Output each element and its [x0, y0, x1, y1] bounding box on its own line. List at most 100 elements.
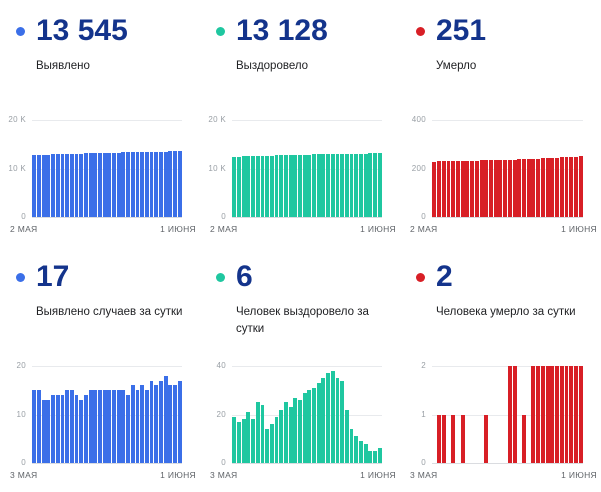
chart-bar: [279, 409, 284, 463]
chart-bar: [144, 151, 149, 217]
stat-value-row: 13 128: [212, 14, 400, 48]
chart-canvas: 0 10 K 20 K 2 МАЯ 1 ИЮНЯ: [0, 106, 200, 246]
chart-bar: [479, 160, 484, 217]
chart-bar: [173, 385, 177, 463]
y-axis-tick-label: 10 K: [8, 164, 26, 173]
stat-card-header: 2 Человека умерло за сутки: [400, 246, 601, 321]
chart-gridline: [432, 463, 583, 464]
chart-bar: [540, 366, 545, 463]
chart-bar: [302, 392, 307, 463]
chart-bar: [98, 390, 102, 463]
y-axis-tick-label: 0: [21, 458, 26, 467]
x-axis-end-label: 1 ИЮНЯ: [561, 470, 597, 480]
chart-bar: [437, 414, 442, 463]
y-axis-tick-label: 2: [421, 361, 426, 370]
stat-label: Выздоровело: [236, 60, 309, 72]
chart-canvas: 0 10 20 3 МАЯ 1 ИЮНЯ: [0, 352, 200, 492]
chart-bar: [241, 156, 246, 217]
chart-bar: [121, 390, 126, 463]
chart-bar: [470, 160, 475, 217]
chart-bar: [283, 155, 288, 217]
chart-bar: [531, 158, 536, 217]
x-axis-labels: 3 МАЯ 1 ИЮНЯ: [210, 470, 396, 480]
stat-value: 6: [236, 260, 253, 293]
chart-bar: [368, 153, 373, 217]
chart-bar: [154, 385, 159, 463]
chart-bar: [55, 395, 60, 463]
chart-confirmed-total: 0 10 K 20 K 2 МАЯ 1 ИЮНЯ: [0, 106, 200, 246]
chart-bar: [83, 153, 88, 217]
chart-bar: [326, 373, 331, 463]
chart-bar: [460, 160, 465, 217]
chart-gridline: [32, 415, 182, 416]
chart-bar: [255, 156, 260, 217]
chart-bar: [130, 152, 135, 217]
x-axis-labels: 3 МАЯ 1 ИЮНЯ: [10, 470, 196, 480]
chart-bar: [512, 366, 517, 463]
chart-bar: [41, 154, 46, 217]
chart-bar: [107, 152, 112, 217]
chart-bar: [344, 153, 349, 217]
chart-bar: [269, 424, 274, 463]
chart-bar: [265, 429, 270, 463]
chart-bar: [241, 419, 246, 463]
chart-bar: [550, 157, 555, 217]
chart-bar: [237, 421, 241, 463]
chart-bar: [135, 152, 140, 217]
chart-bar: [51, 154, 56, 217]
legend-dot-icon: [216, 26, 225, 36]
chart-bar: [163, 375, 168, 463]
chart-bar: [460, 414, 465, 463]
chart-bar: [344, 409, 349, 463]
chart-bar: [503, 159, 508, 217]
x-axis-start-label: 3 МАЯ: [410, 470, 438, 480]
chart-gridline: [432, 120, 583, 121]
chart-gridline: [432, 217, 583, 218]
chart-bar: [363, 443, 368, 463]
chart-bar: [437, 161, 442, 217]
y-axis-tick-label: 1: [421, 410, 426, 419]
chart-bar: [517, 159, 522, 217]
stat-value: 17: [36, 260, 70, 293]
chart-bar: [112, 152, 116, 217]
chart-bar: [74, 153, 79, 217]
chart-bar: [55, 154, 60, 217]
chart-gridline: [232, 120, 382, 121]
stat-card-header: 251 Умерло: [400, 0, 601, 75]
chart-bar: [340, 380, 345, 463]
chart-bar: [112, 390, 116, 463]
chart-gridline: [232, 366, 382, 367]
chart-bar: [540, 158, 545, 217]
chart-bar: [536, 158, 541, 217]
stat-card-header: 17 Выявлено случаев за сутки: [0, 246, 200, 321]
chart-bar: [32, 155, 37, 217]
y-axis-tick-label: 200: [411, 164, 426, 173]
chart-bar: [330, 370, 335, 463]
chart-bar: [465, 160, 470, 217]
chart-bar: [316, 154, 321, 217]
stat-value-row: 2: [412, 260, 601, 294]
chart-bar: [51, 395, 56, 463]
stat-value-row: 251: [412, 14, 601, 48]
y-axis-tick-label: 0: [421, 458, 426, 467]
chart-bar: [37, 154, 41, 217]
chart-bar: [564, 157, 569, 217]
chart-bar: [512, 159, 517, 217]
chart-bar: [441, 161, 446, 217]
chart-bar: [177, 151, 182, 217]
chart-gridline: [232, 415, 382, 416]
chart-bar: [163, 151, 168, 217]
x-axis-start-label: 2 МАЯ: [210, 224, 238, 234]
chart-bar: [349, 153, 354, 217]
chart-bar: [102, 152, 107, 217]
y-axis-tick-label: 20 K: [208, 115, 226, 124]
x-axis-end-label: 1 ИЮНЯ: [561, 224, 597, 234]
stat-value-row: 6: [212, 260, 400, 294]
chart-bar: [69, 390, 74, 463]
chart-bar: [451, 414, 456, 463]
chart-bar: [578, 156, 583, 217]
stat-card-header: 13 128 Выздоровело: [200, 0, 400, 75]
chart-bar: [79, 399, 84, 463]
chart-bar: [88, 153, 93, 217]
chart-bar: [74, 395, 79, 463]
